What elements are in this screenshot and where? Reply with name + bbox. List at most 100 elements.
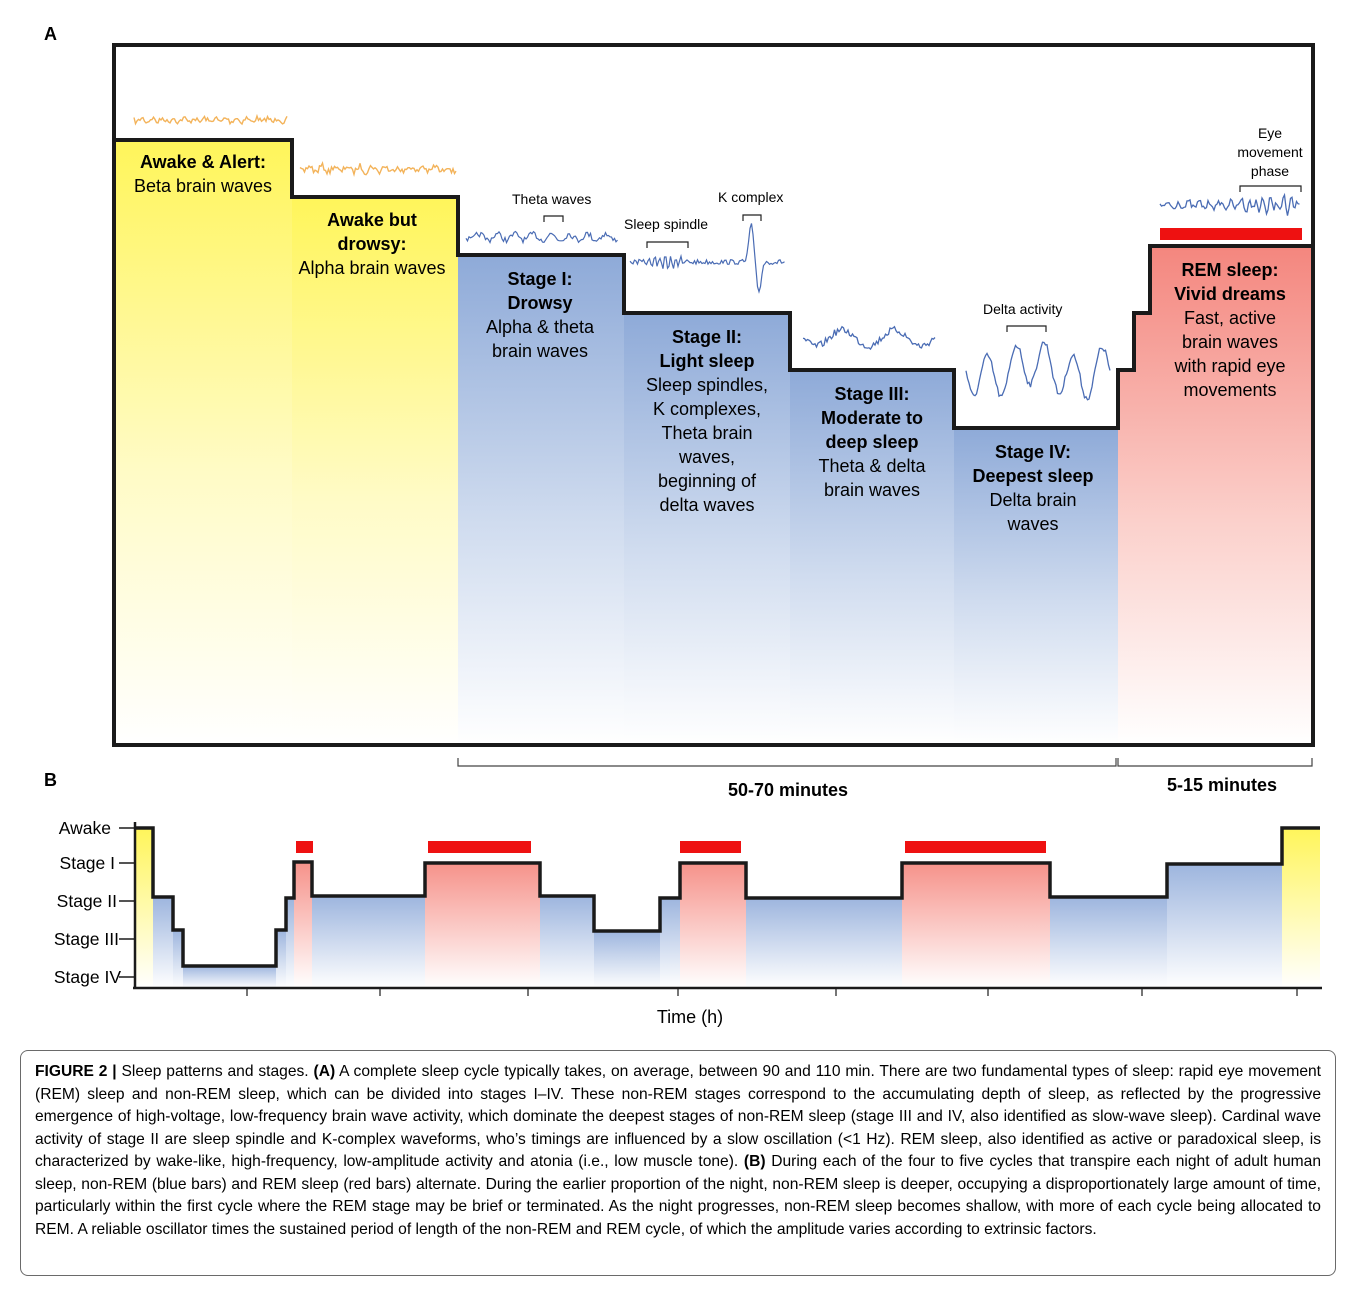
stage-stage3-line-3: deep sleep: [825, 432, 918, 452]
b-x-axis-label: Time (h): [657, 1007, 723, 1027]
figure-caption: FIGURE 2 | Sleep patterns and stages. (A…: [20, 1050, 1336, 1276]
caption-title: Sleep patterns and stages.: [116, 1063, 314, 1080]
b-rem-bar-4: [905, 841, 1046, 853]
stage-stage4-line-4: waves: [1006, 514, 1058, 534]
spindle-bracket: [646, 241, 689, 248]
delta-activity-label: Delta activity: [983, 301, 1062, 317]
stage-drowsy-line-3: Alpha brain waves: [298, 258, 445, 278]
b-ylabel-awake: Awake: [59, 818, 111, 838]
eye-movement-bracket: [1239, 185, 1302, 192]
b-rem-bar-3: [680, 841, 741, 853]
stage-stage3-line-5: brain waves: [824, 480, 920, 500]
delta-bracket: [1006, 325, 1047, 332]
b-nrem-4: [276, 930, 286, 988]
panel-b-hypnogram-line: [135, 826, 1320, 968]
stage-stage1-line-4: brain waves: [492, 341, 588, 361]
panel-a-hypnogram-line: [114, 138, 1313, 430]
beta-wave-trace: [133, 113, 288, 126]
stage-stage1-line-1: Stage I:: [507, 269, 572, 289]
stage2-fill: [624, 313, 790, 745]
b-rem-4: [902, 863, 1050, 988]
stage-stage4-line-3: Delta brain: [989, 490, 1076, 510]
stage-stage4-line-2: Deepest sleep: [972, 466, 1093, 486]
stage-awake-line-1: Awake & Alert:: [140, 152, 266, 172]
b-nrem-10: [746, 898, 902, 988]
b-nrem-1: [153, 897, 173, 988]
caption-b-label: (B): [743, 1153, 766, 1170]
stage-stage2-line-3: Sleep spindles,: [646, 375, 768, 395]
rem-duration-label: 5-15 minutes: [1167, 775, 1277, 795]
rem-wave-trace: [1159, 192, 1300, 217]
stage-drowsy-line-2: drowsy:: [337, 234, 406, 254]
panel-b-rem-bars: [296, 841, 1046, 853]
spindle-k-complex-trace: [629, 223, 785, 294]
panel-b-axes: [119, 822, 1322, 996]
delta-wave-trace: [965, 341, 1111, 401]
stage-stage2-line-8: delta waves: [659, 495, 754, 515]
caption-a-label: (A): [313, 1063, 336, 1080]
rem-duration-bracket: [1117, 758, 1313, 767]
stage4-fill: [954, 428, 1118, 745]
stage-stage1-line-2: Drowsy: [507, 293, 572, 313]
b-rem-1: [294, 862, 312, 988]
caption-b-text: During each of the four to five cycles t…: [35, 1153, 1321, 1238]
sleep-spindle-label: Sleep spindle: [624, 216, 708, 232]
stage-stage2-line-2: Light sleep: [659, 351, 754, 371]
duration-brackets: 50-70 minutes 5-15 minutes: [457, 758, 1313, 800]
panel-a-label: A: [44, 24, 57, 44]
b-rem-3: [680, 863, 746, 988]
nrem-duration-label: 50-70 minutes: [728, 780, 848, 800]
b-ylabel-stage1: Stage I: [60, 853, 115, 873]
panel-a-annotations: Theta waves Sleep spindle K complex Delt…: [512, 125, 1303, 332]
stage-stage3-line-4: Theta & delta: [818, 456, 926, 476]
panel-b-label: B: [44, 770, 57, 790]
sleep-stages-figure: A Theta waves Sleep spindle K complex De…: [44, 24, 1322, 1027]
k-complex-bracket: [742, 214, 762, 221]
b-rem-2: [425, 863, 540, 988]
b-rem-bar-1: [296, 841, 313, 853]
nrem-duration-bracket: [457, 758, 1117, 767]
k-complex-label: K complex: [718, 189, 783, 205]
stage-rem-line-3: Fast, active: [1184, 308, 1276, 328]
stage-stage3-line-1: Stage III:: [834, 384, 909, 404]
panel-a-frame: [112, 43, 1315, 745]
stage-stage2-line-1: Stage II:: [672, 327, 742, 347]
stage-rem-line-2: Vivid dreams: [1174, 284, 1286, 304]
stage-stage4-line-1: Stage IV:: [995, 442, 1071, 462]
b-nrem-9: [660, 898, 680, 988]
panel-b-fills: [135, 828, 1320, 988]
theta-waves-label: Theta waves: [512, 191, 591, 207]
eye-movement-label-3: phase: [1251, 163, 1289, 179]
stage-rem-line-1: REM sleep:: [1181, 260, 1278, 280]
stage3-fill: [790, 370, 954, 745]
theta-bracket: [543, 215, 564, 222]
awake-fill: [114, 140, 292, 745]
stage-stage2-line-4: K complexes,: [653, 399, 761, 419]
b-nrem-8: [594, 931, 660, 988]
stage-stage1-line-3: Alpha & theta: [486, 317, 595, 337]
b-ylabel-stage4: Stage IV: [54, 967, 121, 987]
stage-stage2-line-7: beginning of: [658, 471, 757, 491]
b-nrem-11: [1050, 897, 1167, 988]
b-nrem-2: [173, 930, 183, 988]
b-nrem-5: [286, 898, 294, 988]
eye-movement-label-2: movement: [1237, 144, 1302, 160]
alpha-wave-trace: [299, 160, 457, 178]
b-rem-bar-2: [428, 841, 531, 853]
b-ylabel-stage3: Stage III: [54, 929, 119, 949]
rem-eye-movement-bar: [1160, 228, 1302, 240]
caption-a-text: A complete sleep cycle typically takes, …: [35, 1063, 1321, 1170]
rem-fill: [1118, 246, 1313, 745]
panel-b-y-labels: Awake Stage I Stage II Stage III Stage I…: [54, 818, 122, 987]
stage3-wave-trace: [802, 325, 936, 351]
b-nrem-3: [183, 966, 276, 988]
stage-rem-line-6: movements: [1183, 380, 1276, 400]
b-awake-end: [1282, 828, 1320, 988]
b-nrem-6: [312, 896, 425, 988]
b-nrem-12: [1167, 864, 1282, 988]
stage-stage2-line-6: waves,: [678, 447, 735, 467]
stage-stage2-line-5: Theta brain: [661, 423, 752, 443]
b-nrem-7: [540, 896, 594, 988]
stage-rem-line-4: brain waves: [1182, 332, 1278, 352]
stage-stage3-line-2: Moderate to: [821, 408, 923, 428]
